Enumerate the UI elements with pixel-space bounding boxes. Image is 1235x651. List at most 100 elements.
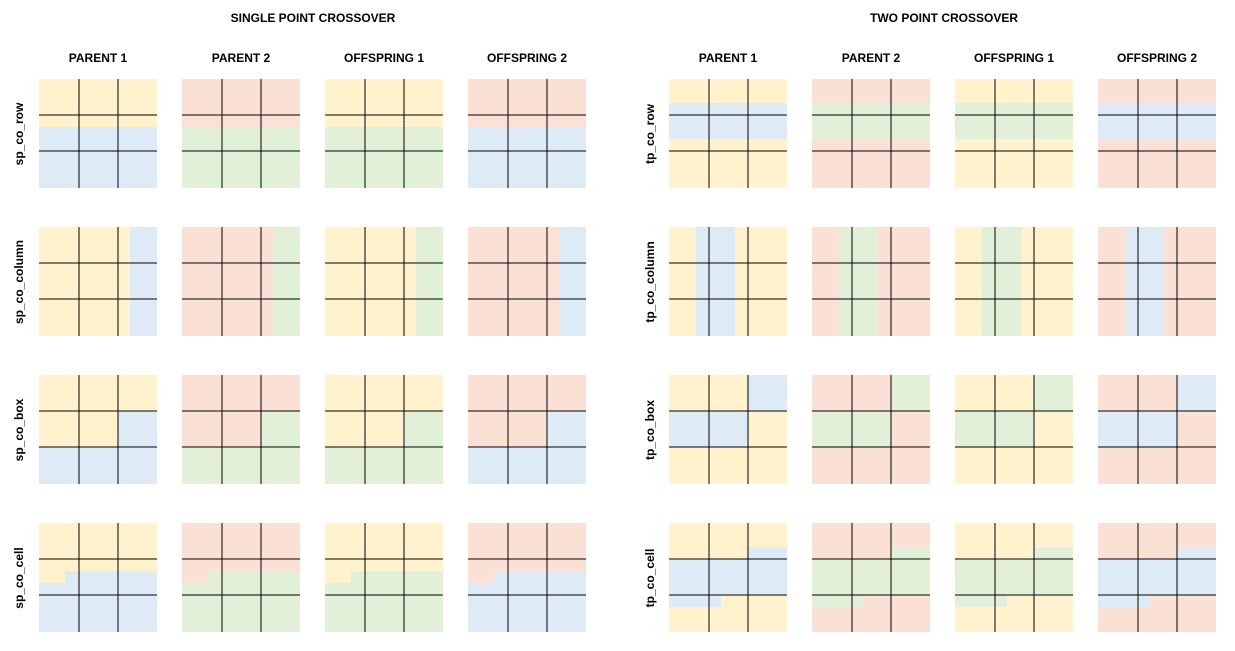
crossover-region: [748, 375, 787, 411]
single-point-column-header: OFFSPRING 1: [343, 51, 425, 65]
grid-svg: [325, 375, 443, 484]
grid-svg: [812, 227, 930, 336]
crossover-region: [839, 227, 878, 336]
single-point-chromosome-grid: [182, 523, 300, 632]
grid-svg: [39, 523, 157, 632]
two-point-chromosome-grid: [669, 227, 787, 336]
single-point-row-label: sp_co_column: [12, 239, 26, 324]
grid-svg: [182, 375, 300, 484]
grid-svg: [1098, 227, 1216, 336]
single-point-row-label: sp_co_cell: [12, 546, 26, 609]
single-point-chromosome-grid: [325, 375, 443, 484]
grid-svg: [325, 227, 443, 336]
two-point-column-header: OFFSPRING 2: [1116, 51, 1198, 65]
grid-svg: [669, 227, 787, 336]
grid-svg: [955, 375, 1073, 484]
grid-svg: [955, 227, 1073, 336]
grid-svg: [955, 79, 1073, 188]
crossover-region: [1098, 103, 1216, 139]
single-point-chromosome-grid: [39, 227, 157, 336]
grid-svg: [669, 79, 787, 188]
crossover-region: [696, 227, 735, 336]
grid-svg: [1098, 523, 1216, 632]
two-point-row-label: tp_co_box: [643, 399, 657, 460]
grid-svg: [182, 79, 300, 188]
grid-svg: [812, 79, 930, 188]
two-point-chromosome-grid: [1098, 79, 1216, 188]
crossover-region: [1177, 375, 1216, 411]
crossover-region: [1125, 227, 1164, 336]
two-point-chromosome-grid: [669, 79, 787, 188]
single-point-chromosome-grid: [182, 227, 300, 336]
two-point-chromosome-grid: [812, 79, 930, 188]
crossover-region: [39, 571, 157, 632]
single-point-chromosome-grid: [468, 375, 586, 484]
grid-svg: [468, 375, 586, 484]
two-point-column-header: OFFSPRING 1: [973, 51, 1055, 65]
crossover-region: [559, 227, 586, 336]
crossover-region: [812, 547, 930, 607]
grid-svg: [955, 523, 1073, 632]
crossover-region: [891, 375, 930, 411]
crossover-region: [325, 571, 443, 632]
two-point-chromosome-grid: [1098, 227, 1216, 336]
crossover-region: [812, 103, 930, 139]
crossover-region: [182, 127, 300, 188]
two-point-chromosome-grid: [955, 523, 1073, 632]
two-point-chromosome-grid: [812, 523, 930, 632]
crossover-region: [325, 127, 443, 188]
single-point-chromosome-grid: [468, 79, 586, 188]
two-point-section-title: TWO POINT CROSSOVER: [869, 11, 1019, 25]
grid-svg: [812, 523, 930, 632]
single-point-chromosome-grid: [39, 79, 157, 188]
grid-svg: [812, 375, 930, 484]
two-point-column-header: PARENT 1: [698, 51, 758, 65]
single-point-row-label: sp_co_row: [12, 102, 26, 165]
crossover-region: [669, 103, 787, 139]
two-point-row-label: tp_co_cell: [643, 548, 657, 607]
crossover-region: [1034, 375, 1073, 411]
grid-svg: [325, 79, 443, 188]
single-point-chromosome-grid: [39, 375, 157, 484]
two-point-chromosome-grid: [812, 375, 930, 484]
grid-svg: [468, 227, 586, 336]
single-point-column-header: PARENT 2: [211, 51, 271, 65]
crossover-region: [416, 227, 443, 336]
crossover-region: [39, 127, 157, 188]
grid-svg: [182, 523, 300, 632]
grid-svg: [669, 375, 787, 484]
single-point-section-title: SINGLE POINT CROSSOVER: [230, 11, 396, 25]
crossover-region: [982, 227, 1021, 336]
single-point-chromosome-grid: [325, 227, 443, 336]
two-point-chromosome-grid: [812, 227, 930, 336]
grid-svg: [1098, 79, 1216, 188]
single-point-chromosome-grid: [39, 523, 157, 632]
grid-svg: [468, 79, 586, 188]
two-point-chromosome-grid: [955, 227, 1073, 336]
single-point-chromosome-grid: [468, 523, 586, 632]
two-point-chromosome-grid: [669, 523, 787, 632]
single-point-chromosome-grid: [325, 523, 443, 632]
crossover-region: [273, 227, 300, 336]
two-point-chromosome-grid: [1098, 523, 1216, 632]
single-point-row-label: sp_co_box: [12, 398, 26, 461]
grid-svg: [468, 523, 586, 632]
two-point-row-label: tp_co_column: [643, 240, 657, 323]
crossover-region: [468, 127, 586, 188]
grid-svg: [39, 375, 157, 484]
crossover-region: [468, 571, 586, 632]
crossover-region: [669, 547, 787, 607]
grid-svg: [39, 227, 157, 336]
two-point-chromosome-grid: [1098, 375, 1216, 484]
two-point-chromosome-grid: [669, 375, 787, 484]
single-point-column-header: OFFSPRING 2: [486, 51, 568, 65]
grid-svg: [1098, 375, 1216, 484]
single-point-chromosome-grid: [182, 375, 300, 484]
crossover-region: [955, 547, 1073, 607]
grid-svg: [39, 79, 157, 188]
grid-svg: [325, 523, 443, 632]
single-point-column-header: PARENT 1: [68, 51, 128, 65]
crossover-region: [1098, 547, 1216, 607]
crossover-region: [130, 227, 157, 336]
